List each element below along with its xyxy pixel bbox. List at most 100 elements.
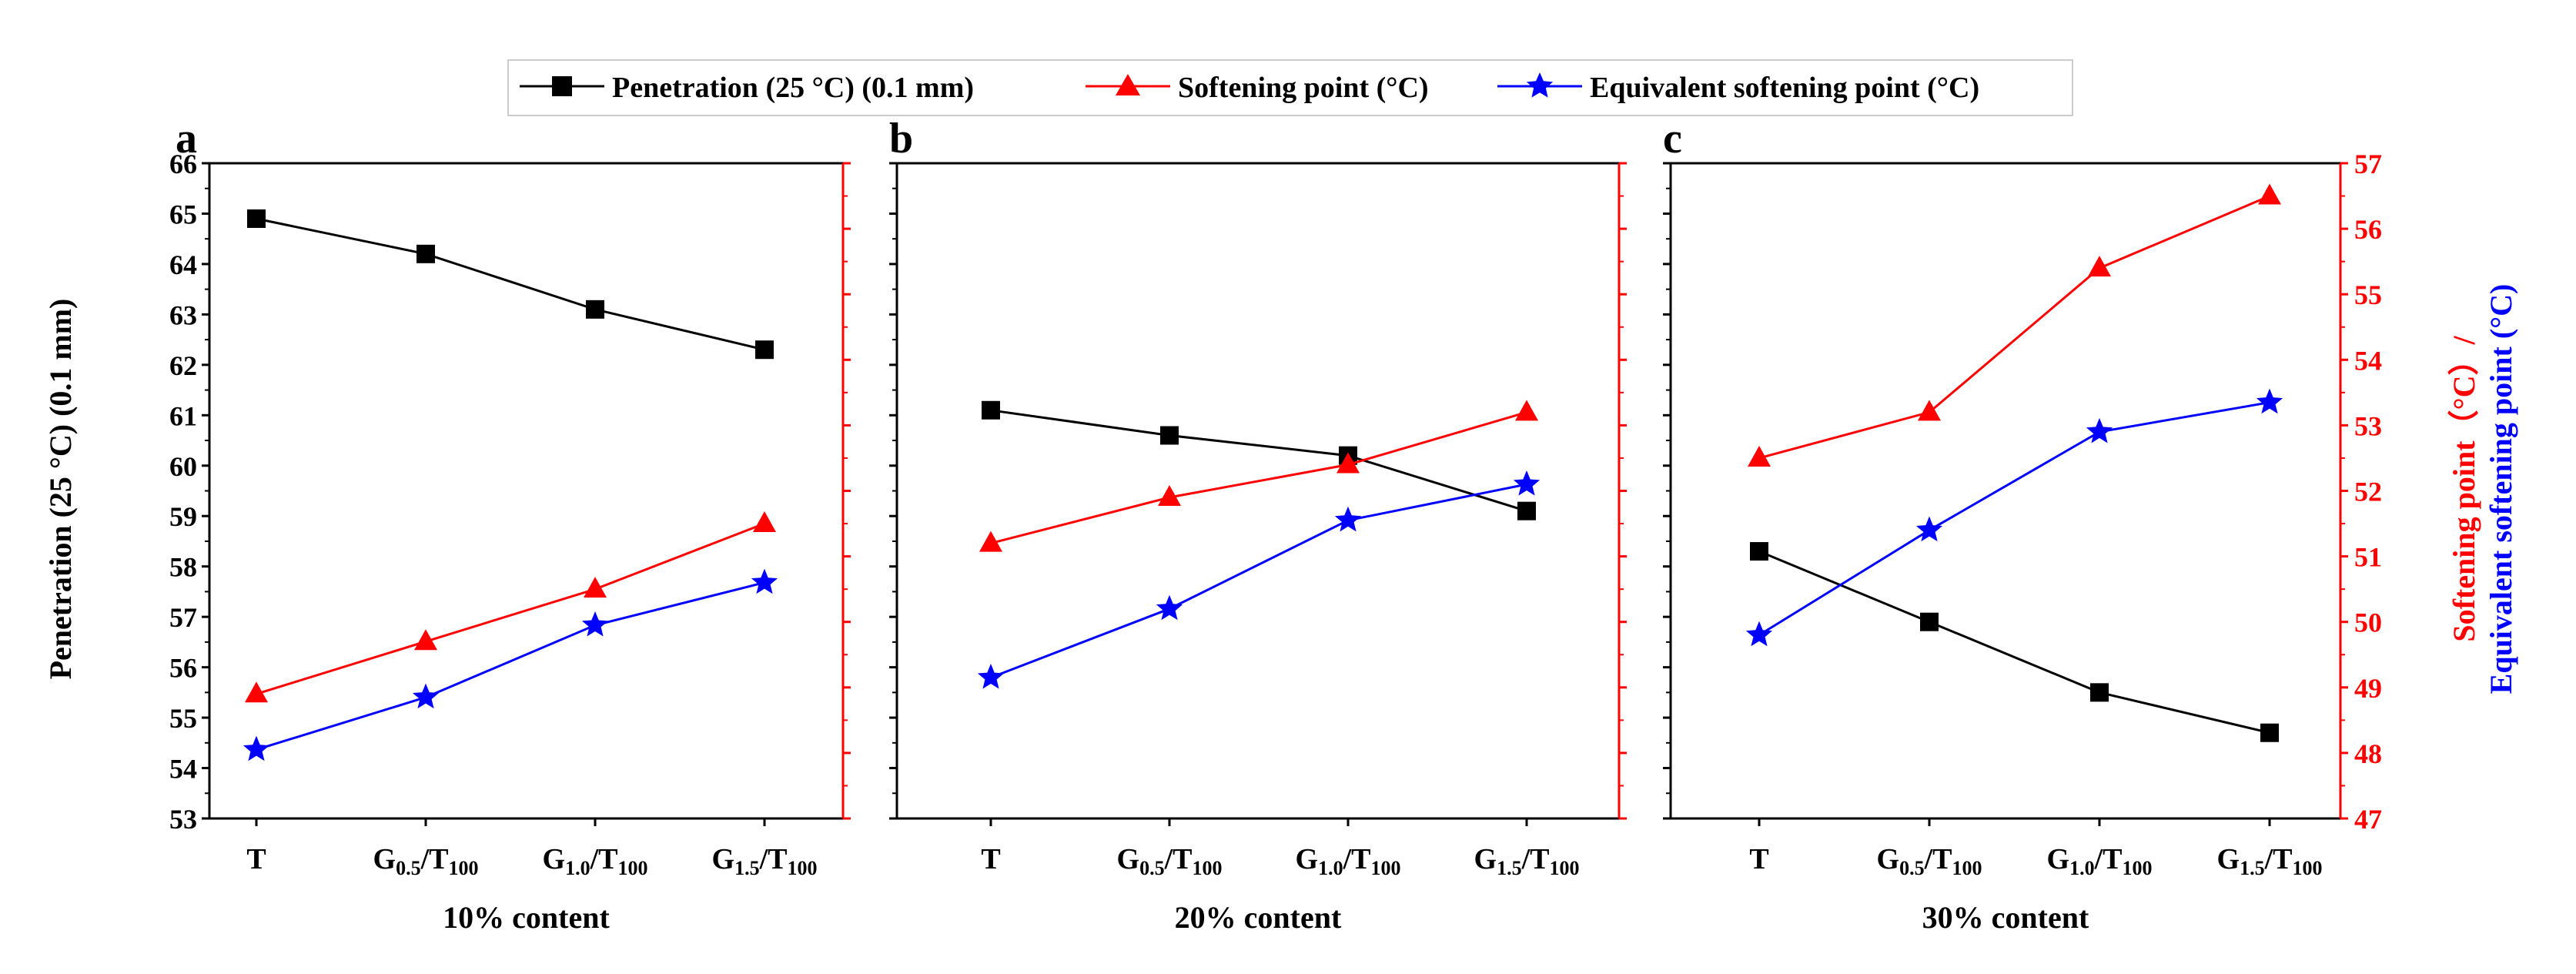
- x-tick-label: T: [981, 843, 1000, 875]
- series-line: [256, 581, 765, 751]
- x-tick-label: G1.5/T100: [2217, 843, 2323, 879]
- right-tick-label: 55: [2354, 279, 2382, 310]
- data-point: [982, 400, 1000, 420]
- data-point: [412, 683, 440, 709]
- x-tick-label: G0.5/T100: [1117, 843, 1223, 879]
- series-line: [990, 410, 1527, 545]
- legend-label-equivalent: Equivalent softening point (°C): [1590, 72, 1979, 104]
- right-tick-label: 51: [2354, 542, 2382, 573]
- data-point: [979, 531, 1002, 552]
- data-point: [414, 629, 437, 651]
- left-tick-label: 63: [169, 300, 197, 330]
- legend-item-softening: Softening point (°C): [1086, 72, 1429, 104]
- left-tick-label: 66: [169, 149, 197, 179]
- x-tick-subscript: 100: [1192, 857, 1222, 879]
- data-point: [2088, 256, 2111, 277]
- x-tick-text: /T: [759, 843, 788, 875]
- panel-b: T G0.5/T100 G1.0/T100 G1.5/T100 b 20% content: [889, 115, 1627, 935]
- data-point: [751, 568, 778, 594]
- right-tick-label: 50: [2354, 607, 2382, 638]
- x-tick-subscript: 100: [1549, 857, 1579, 879]
- left-tick-label: 56: [169, 653, 197, 684]
- square-marker-icon: [552, 76, 572, 96]
- x-tick-subscript: 0.5: [396, 857, 421, 879]
- x-tick-subscript: 100: [448, 857, 478, 879]
- data-point: [1337, 452, 1360, 474]
- x-tick-subscript: 1.5: [2240, 857, 2265, 879]
- data-point: [581, 611, 609, 637]
- x-tick-subscript: 1.0: [565, 857, 590, 879]
- series-line: [1758, 401, 2270, 636]
- panel-c: 47 48 49 50 51 52 53 54 55 56 57 T G0.5/T100 G1.0/T10…: [1663, 115, 2382, 935]
- panel-label: a: [176, 115, 197, 162]
- x-tick-label: G0.5/T100: [1877, 843, 1982, 879]
- x-tick-subscript: 100: [787, 857, 817, 879]
- data-point: [1158, 485, 1181, 507]
- panel-label: b: [889, 115, 913, 162]
- data-point: [1918, 400, 1941, 421]
- x-tick-subscript: 100: [2292, 857, 2322, 879]
- series-line: [1758, 550, 2270, 735]
- data-point: [1750, 542, 1768, 561]
- x-tick-text: /T: [1924, 843, 1952, 875]
- data-point: [977, 664, 1005, 689]
- left-tick-label: 59: [169, 501, 197, 532]
- x-tick-subscript: 1.0: [1318, 857, 1343, 879]
- data-point: [1156, 594, 1183, 621]
- right-tick-label: 47: [2354, 804, 2382, 835]
- x-axis-label: 30% content: [1922, 900, 2089, 935]
- data-point: [1515, 400, 1538, 421]
- data-point: [1513, 470, 1541, 496]
- x-tick-text: /T: [1343, 843, 1371, 875]
- x-tick-subscript: 100: [617, 857, 647, 879]
- right-tick-label: 53: [2354, 410, 2382, 441]
- x-axis-label: 10% content: [443, 900, 610, 935]
- x-tick-label: G1.0/T100: [543, 843, 648, 879]
- x-tick-text: /T: [1521, 843, 1550, 875]
- data-point: [417, 244, 435, 263]
- data-point: [1160, 426, 1179, 445]
- data-point: [2256, 388, 2283, 414]
- data-point: [755, 340, 774, 360]
- x-tick-subscript: 100: [1370, 857, 1400, 879]
- series-line: [256, 522, 765, 695]
- left-tick-label: 55: [169, 703, 197, 734]
- right-axis-title-line1: Softening point（°C）/: [2447, 336, 2481, 642]
- x-tick-label: G1.0/T100: [2047, 843, 2153, 879]
- triangle-marker-icon: [1116, 74, 1140, 95]
- x-tick-subscript: 1.0: [2069, 857, 2095, 879]
- left-tick-label: 53: [169, 804, 197, 835]
- data-point: [243, 735, 270, 761]
- data-point: [1745, 621, 1773, 647]
- right-axis-title-line2: Equivalent softening point (°C): [2484, 284, 2518, 695]
- x-tick-label: G0.5/T100: [373, 843, 479, 879]
- x-axis-label: 20% content: [1175, 900, 1342, 935]
- data-point: [2258, 183, 2281, 205]
- data-point: [1920, 612, 1939, 631]
- x-tick-label: G1.5/T100: [712, 843, 818, 879]
- data-point: [1748, 445, 1771, 467]
- legend-item-equivalent: Equivalent softening point (°C): [1497, 72, 1979, 104]
- x-tick-subscript: 1.5: [1497, 857, 1522, 879]
- data-point: [1334, 506, 1362, 532]
- x-tick-label: G1.0/T100: [1296, 843, 1401, 879]
- left-tick-label: 57: [169, 602, 197, 633]
- left-tick-label: 60: [169, 451, 197, 482]
- x-tick-text: /T: [1164, 843, 1193, 875]
- x-tick-subscript: 100: [2122, 857, 2152, 879]
- data-point: [753, 511, 776, 533]
- left-tick-label: 64: [169, 249, 197, 280]
- legend-box: [507, 59, 2073, 116]
- legend-label-penetration: Penetration (25 °C) (0.1 mm): [612, 72, 974, 104]
- x-tick-label: T: [1749, 843, 1768, 875]
- x-tick-text: /T: [420, 843, 449, 875]
- legend: Penetration (25 °C) (0.1 mm) Softening p…: [507, 59, 2073, 116]
- x-tick-text: /T: [590, 843, 618, 875]
- right-tick-label: 57: [2354, 149, 2382, 179]
- data-point: [245, 681, 268, 703]
- legend-item-penetration: Penetration (25 °C) (0.1 mm): [520, 72, 974, 104]
- legend-label-softening: Softening point (°C): [1178, 72, 1429, 104]
- data-point: [2090, 683, 2109, 702]
- x-tick-label: G1.5/T100: [1474, 843, 1580, 879]
